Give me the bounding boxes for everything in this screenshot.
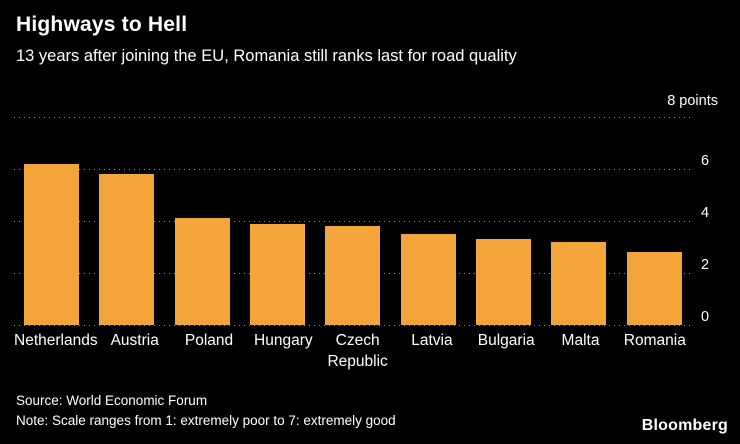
bar-column-poland (165, 117, 240, 325)
gridline-6 (14, 169, 692, 170)
y-tick-label-2: 2 (701, 257, 710, 273)
gridline-8 (14, 117, 692, 118)
x-label-romania: Romania (623, 332, 686, 349)
x-label-austria: Austria (110, 332, 159, 349)
bars-group (14, 117, 692, 325)
bar-czech-republic (325, 226, 381, 325)
source-note-block: Source: World Economic Forum Note: Scale… (16, 391, 396, 432)
x-label-malta: Malta (561, 332, 600, 349)
bar-column-netherlands (14, 117, 89, 325)
bar-romania (626, 252, 682, 325)
bar-bulgaria (476, 239, 532, 325)
bar-column-malta (541, 117, 616, 325)
x-label-hungary: Hungary (254, 332, 313, 349)
bar-column-czech-republic (315, 117, 390, 325)
bar-malta (551, 241, 607, 325)
note-line: Note: Scale ranges from 1: extremely poo… (16, 413, 396, 429)
y-tick-label-0: 0 (701, 309, 710, 325)
gridline-0 (14, 325, 692, 326)
bar-latvia (400, 234, 456, 325)
y-tick-label-6: 6 (701, 153, 710, 169)
source-line: Source: World Economic Forum (16, 393, 208, 408)
y-tick-label-4: 4 (701, 205, 710, 221)
bar-column-bulgaria (466, 117, 541, 325)
gridline-4 (14, 221, 692, 222)
bar-austria (99, 174, 155, 325)
x-axis-labels: Netherlands Austria Poland Hungary Czech Rep… (14, 331, 692, 373)
chart-title: Highways to Hell (16, 13, 188, 36)
x-label-latvia: Latvia (411, 332, 453, 349)
plot-area: 0 2 4 6 (14, 117, 709, 326)
x-label-czech-republic: Czech Republic (327, 332, 388, 370)
bar-poland (174, 218, 230, 325)
bar-column-hungary (240, 117, 315, 325)
x-label-bulgaria: Bulgaria (477, 332, 535, 349)
chart-subtitle: 13 years after joining the EU, Romania s… (16, 47, 517, 65)
x-label-poland: Poland (184, 332, 234, 349)
bloomberg-logo: Bloomberg (641, 417, 728, 434)
bar-column-latvia (391, 117, 466, 325)
y-axis-unit-label: 8 points (667, 93, 718, 109)
bar-hungary (250, 223, 306, 325)
bar-netherlands (24, 163, 80, 325)
bar-column-romania (617, 117, 692, 325)
x-label-netherlands: Netherlands (14, 332, 98, 349)
bar-column-austria (89, 117, 164, 325)
